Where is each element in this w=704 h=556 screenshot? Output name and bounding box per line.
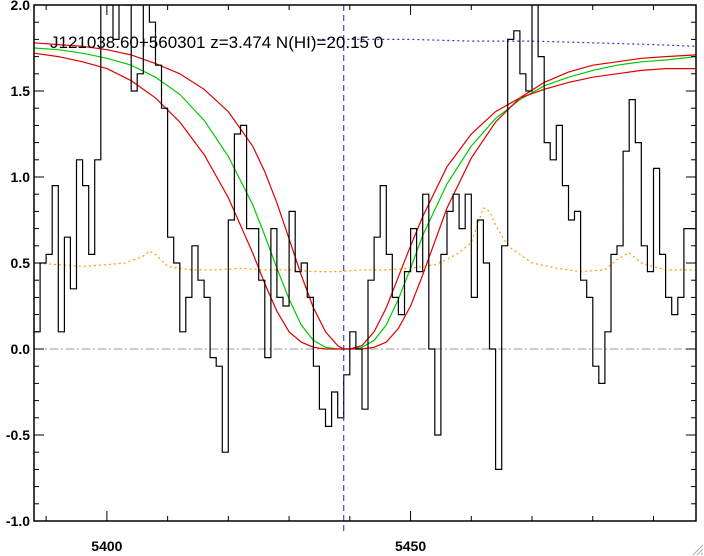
chart-title: J121038.60+560301 z=3.474 N(HI)=20.15 0 [50, 33, 383, 52]
resize-grip-icon[interactable] [690, 542, 704, 556]
series-line-4 [34, 207, 696, 273]
flux-histogram [34, 5, 696, 470]
series-line-3 [34, 52, 696, 350]
y-tick-label: 0.5 [11, 255, 31, 271]
y-tick-label: 2.0 [11, 0, 31, 13]
y-tick-label: -0.5 [6, 427, 30, 443]
x-tick-label: 5450 [395, 538, 426, 554]
x-tick-label: 5400 [91, 538, 122, 554]
y-tick-label: 1.0 [11, 169, 31, 185]
y-tick-label: -1.0 [6, 513, 30, 529]
series-line-1 [34, 47, 696, 350]
y-tick-label: 1.5 [11, 83, 31, 99]
series-line-5 [307, 38, 696, 47]
series-line-2 [34, 42, 696, 350]
y-tick-label: 0.0 [11, 341, 31, 357]
